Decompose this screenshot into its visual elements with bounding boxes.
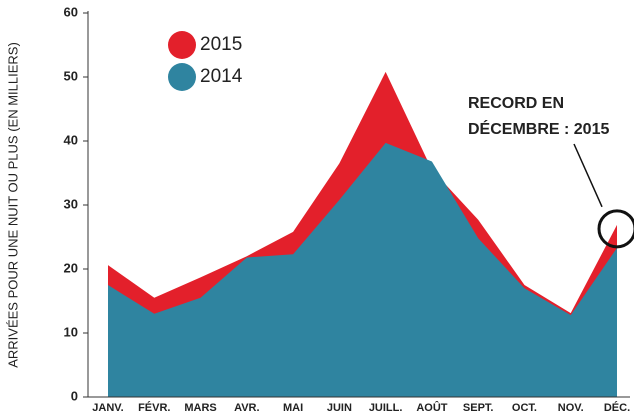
x-tick-label: JUILL.: [369, 402, 403, 414]
legend-label: 2015: [200, 34, 242, 55]
area: [108, 142, 617, 397]
x-tick-label: MAI: [283, 402, 303, 414]
legend-label: 2014: [200, 66, 243, 87]
x-tick-label: FÉVR.: [138, 401, 170, 414]
y-axis-label: ARRIVÉES POUR UNE NUIT OU PLUS (EN MILLI…: [5, 42, 20, 368]
x-tick-label: OCT.: [512, 402, 537, 414]
legend-swatch: [168, 63, 196, 91]
y-tick-label: 0: [71, 388, 78, 403]
annotation-leader: [573, 143, 603, 208]
x-tick-label: JUIN: [327, 402, 352, 414]
annotation-ring: [597, 209, 634, 249]
annotation: RECORD EN: [468, 95, 564, 112]
y-tick-label: 10: [64, 324, 78, 339]
y-tick-label: 60: [64, 4, 78, 19]
x-tick-label: NOV.: [558, 402, 584, 414]
x-tick-label: JANV.: [92, 402, 123, 414]
x-tick-label: SEPT.: [463, 402, 494, 414]
y-tick-label: 20: [64, 260, 78, 275]
x-tick-label: DÉC.: [604, 401, 630, 414]
legend-swatch: [168, 31, 196, 59]
x-tick-label: AVR.: [234, 402, 259, 414]
y-tick-label: 50: [64, 68, 78, 83]
y-tick-label: 30: [64, 196, 78, 211]
x-tick-label: MARS: [184, 402, 216, 414]
x-tick-label: AOÛT: [416, 401, 447, 414]
y-tick-label: 40: [64, 132, 78, 147]
annotation: DÉCEMBRE : 2015: [468, 119, 609, 138]
